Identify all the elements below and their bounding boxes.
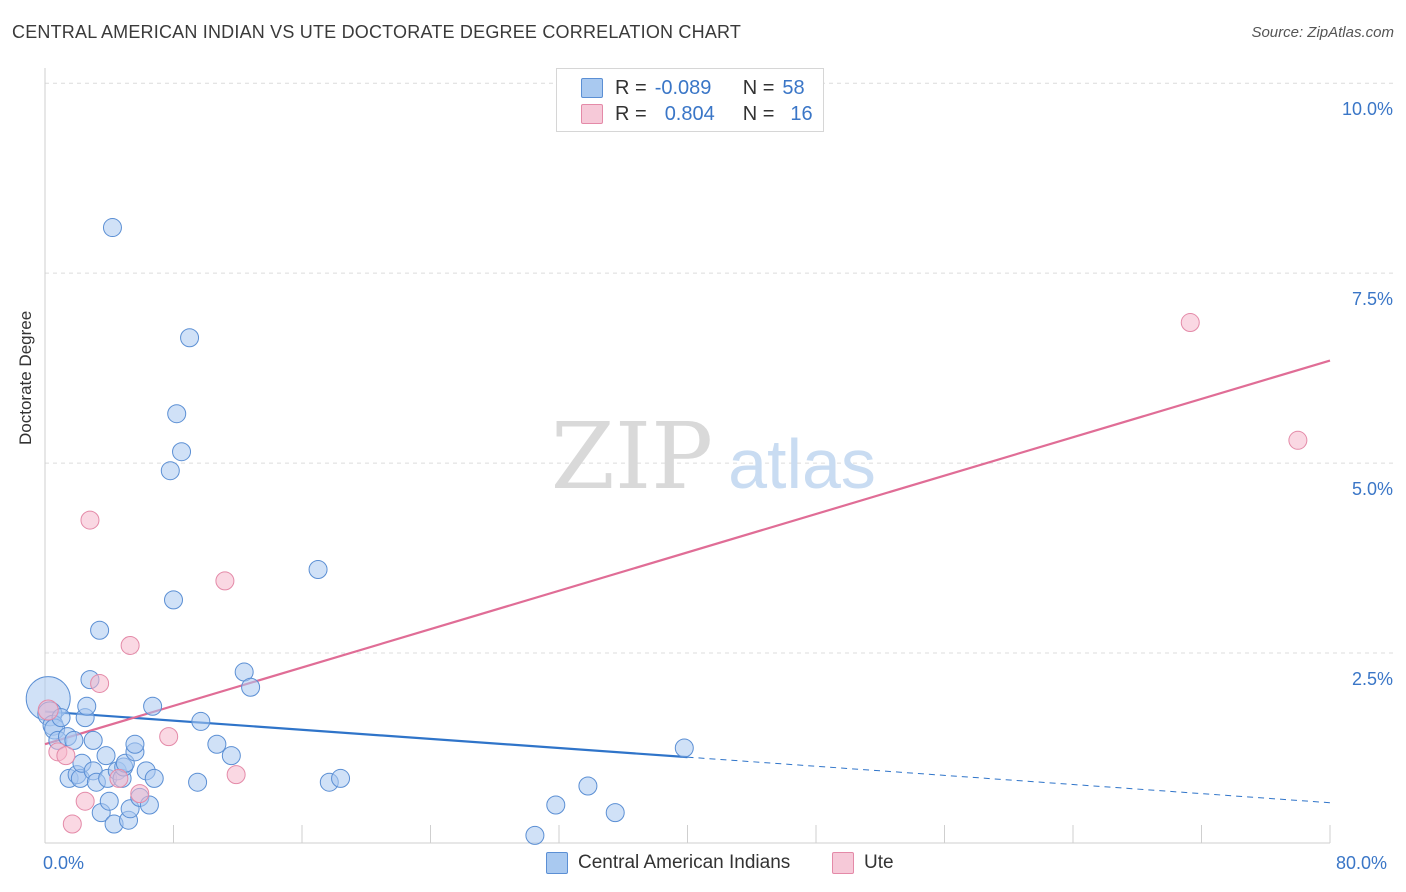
source-label: Source: ZipAtlas.com: [1251, 24, 1394, 41]
point-central-american-indians: [64, 730, 84, 750]
legend-r-label: R =: [615, 76, 647, 99]
legend-n-value: 16: [790, 102, 813, 125]
point-central-american-indians: [546, 795, 566, 815]
point-ute: [90, 673, 110, 693]
watermark-atlas: atlas: [728, 425, 876, 503]
trend-line-series2: [44, 359, 1331, 746]
point-ute: [226, 765, 246, 785]
point-central-american-indians: [125, 734, 145, 754]
point-central-american-indians: [180, 328, 200, 348]
point-central-american-indians: [241, 677, 261, 697]
bottom-legend-series1: Central American Indians: [546, 852, 790, 874]
point-central-american-indians: [164, 590, 183, 610]
point-central-american-indians: [605, 803, 625, 823]
y-tick-label: 2.5%: [1351, 669, 1393, 690]
bottom-legend-label-series1: Central American Indians: [578, 852, 791, 873]
bottom-legend-label-series2: Ute: [864, 852, 894, 873]
x-tick-max: 80.0%: [1336, 853, 1388, 873]
point-central-american-indians: [96, 746, 116, 766]
trend-line-series1: [44, 710, 688, 759]
legend-r-value: 0.804: [664, 102, 715, 125]
point-ute: [215, 571, 235, 591]
y-tick-label: 10.0%: [1341, 99, 1393, 120]
point-central-american-indians: [191, 711, 211, 731]
correlation-legend: R = -0.089 N = 58 R = 0.804 N = 16: [556, 68, 824, 132]
trend-line-series1-extension: [687, 756, 1331, 804]
point-central-american-indians: [207, 734, 227, 754]
point-ute: [37, 699, 59, 721]
point-ute: [120, 635, 140, 655]
legend-n-label: N =: [742, 102, 775, 125]
point-ute: [130, 784, 150, 804]
point-central-american-indians: [99, 791, 119, 811]
point-ute: [80, 510, 100, 530]
legend-r-label: R =: [615, 102, 647, 125]
point-central-american-indians: [167, 404, 187, 424]
point-central-american-indians: [221, 746, 241, 766]
legend-row-series2: R = 0.804 N = 16: [581, 102, 813, 126]
point-ute: [159, 727, 179, 747]
grid-lines: [45, 82, 1394, 654]
point-central-american-indians: [77, 696, 97, 716]
point-ute: [56, 746, 76, 766]
legend-swatch-blue: [581, 78, 603, 98]
point-central-american-indians: [331, 768, 351, 788]
bottom-legend-series2: Ute: [832, 852, 894, 874]
bottom-legend-swatch-pink: [832, 852, 854, 874]
legend-n-label: N =: [742, 76, 775, 99]
point-central-american-indians: [674, 738, 694, 758]
point-central-american-indians: [90, 620, 110, 640]
y-tick-label: 5.0%: [1351, 479, 1393, 500]
point-ute: [109, 768, 129, 788]
point-central-american-indians: [143, 696, 163, 716]
data-points: [25, 218, 1308, 845]
x-tick-min: 0.0%: [43, 853, 85, 873]
legend-row-series1: R = -0.089 N = 58: [581, 76, 805, 100]
point-central-american-indians: [308, 559, 328, 579]
legend-n-value: 58: [782, 76, 805, 99]
point-central-american-indians: [525, 825, 545, 845]
legend-swatch-pink: [581, 104, 603, 124]
point-central-american-indians: [144, 768, 164, 788]
point-ute: [1180, 313, 1200, 333]
point-central-american-indians: [160, 461, 180, 481]
legend-r-value: -0.089: [654, 76, 712, 99]
trend-lines: [44, 359, 1331, 804]
bottom-legend-swatch-blue: [546, 852, 568, 874]
point-ute: [1288, 430, 1308, 450]
point-central-american-indians: [172, 442, 192, 462]
point-central-american-indians: [578, 776, 598, 796]
watermark-zip: ZIP: [551, 403, 713, 510]
point-ute: [62, 814, 82, 834]
point-central-american-indians: [83, 730, 103, 750]
y-tick-label: 7.5%: [1351, 289, 1393, 310]
point-central-american-indians: [102, 218, 122, 238]
point-central-american-indians: [188, 772, 208, 792]
chart-title: CENTRAL AMERICAN INDIAN VS UTE DOCTORATE…: [12, 22, 742, 42]
point-ute: [75, 791, 95, 811]
